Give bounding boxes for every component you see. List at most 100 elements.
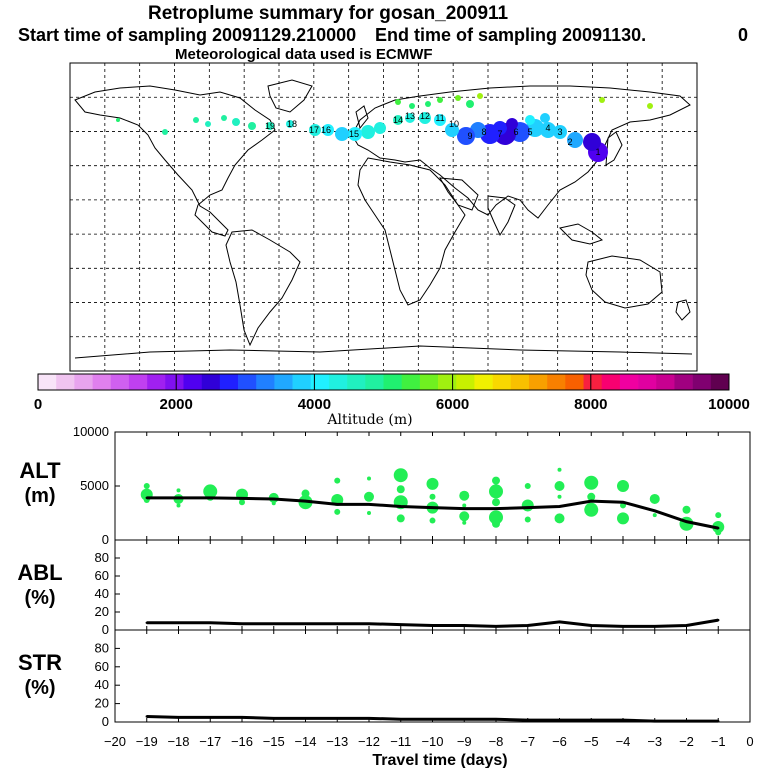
x-tick-label: −6 — [552, 734, 567, 749]
series-point-abl — [717, 618, 720, 622]
series-point-abl — [653, 625, 656, 628]
x-tick-label: −1 — [711, 734, 726, 749]
series-point-abl — [367, 622, 371, 625]
plume-marker — [162, 129, 168, 135]
colorbar-swatch — [401, 374, 421, 390]
plume-day-label: 7 — [497, 129, 502, 139]
series-point-abl — [685, 624, 688, 627]
plume-marker — [493, 121, 507, 135]
alt-scatter-point — [364, 491, 374, 502]
series-point-str — [526, 718, 529, 722]
new-zealand-outline — [675, 299, 691, 321]
x-tick-label: −3 — [647, 734, 662, 749]
colorbar-swatch — [74, 374, 93, 390]
plume-day-label: 3 — [557, 127, 562, 137]
antarctica-outline — [74, 345, 693, 359]
series-point-abl — [209, 621, 212, 624]
x-tick-label: −17 — [199, 734, 221, 749]
x-tick-label: −9 — [457, 734, 472, 749]
colorbar: 0 2000 4000 6000 8000 10000 — [34, 373, 750, 413]
colorbar-swatch — [638, 374, 657, 390]
x-tick-label: −18 — [167, 734, 189, 749]
x-tick-label: −8 — [489, 734, 504, 749]
series-point-str — [431, 718, 434, 721]
colorbar-swatch — [474, 374, 493, 390]
series-point-abl — [590, 624, 593, 627]
colorbar-tick-label: 0 — [34, 396, 42, 413]
alt-scatter-point — [459, 511, 470, 522]
plume-day-label: 18 — [287, 119, 297, 129]
plume-day-label: 14 — [393, 115, 403, 125]
y-tick-label: 60 — [95, 568, 109, 583]
series-point-alt — [526, 506, 529, 509]
series-point-alt — [209, 496, 212, 500]
x-tick-label: −4 — [616, 734, 631, 749]
series-point-str — [272, 717, 275, 720]
series-point-alt — [717, 526, 720, 530]
plume-day-label: 15 — [349, 129, 359, 139]
plume-day-label: 16 — [321, 125, 331, 135]
x-tick-label: −5 — [584, 734, 599, 749]
alt-scatter-point — [367, 476, 371, 481]
colorbar-swatch — [310, 374, 330, 390]
plume-marker — [553, 125, 567, 139]
colorbar-swatch — [92, 374, 112, 390]
colorbar-swatch — [547, 374, 566, 390]
colorbar-swatch — [656, 374, 675, 390]
alt-scatter-point — [396, 514, 405, 523]
y-tick-label: 40 — [95, 586, 109, 601]
x-tick-label: −19 — [136, 734, 158, 749]
alt-scatter-point — [271, 501, 276, 506]
series-point-alt — [621, 501, 625, 504]
colorbar-swatch — [456, 374, 475, 390]
colorbar-tick-label: 6000 — [436, 396, 469, 413]
series-point-alt — [653, 509, 656, 513]
series-point-alt — [177, 496, 180, 500]
panel-unit-alt: (m) — [24, 485, 55, 507]
y-tick-label: 80 — [95, 550, 109, 565]
plume-day-label: 12 — [420, 111, 430, 121]
alt-scatter-point — [617, 512, 629, 525]
x-tick-label: −10 — [421, 734, 443, 749]
plume-day-label: 17 — [309, 125, 319, 135]
alt-scatter-point — [429, 493, 436, 500]
alt-scatter-point — [617, 480, 629, 492]
colorbar-swatch — [201, 374, 221, 390]
colorbar-swatch — [347, 374, 366, 390]
series-point-abl — [240, 622, 244, 625]
plume-marker — [419, 112, 431, 124]
plume-day-label: 5 — [527, 127, 532, 137]
end-time-label: End time of sampling 20091130. — [375, 25, 647, 45]
colorbar-tick-label: 10000 — [708, 396, 750, 413]
alt-scatter-point — [393, 468, 408, 483]
series-point-alt — [272, 497, 275, 501]
y-tick-label: 0 — [102, 622, 109, 637]
colorbar-swatch — [710, 374, 730, 390]
series-point-alt — [336, 503, 339, 506]
y-tick-label: 0 — [102, 714, 109, 729]
series-point-alt — [685, 520, 688, 523]
alt-scatter-point — [396, 485, 405, 494]
x-tick-label: −20 — [104, 734, 126, 749]
plume-marker — [361, 125, 375, 139]
arabia-outline — [439, 177, 479, 211]
series-point-alt — [590, 499, 593, 503]
panel-label-alt: ALT — [19, 458, 61, 483]
alt-scatter-point — [462, 520, 467, 525]
series-point-str — [209, 716, 212, 719]
colorbar-swatch — [492, 374, 512, 390]
alt-scatter-point — [492, 476, 500, 485]
y-tick-label: 20 — [95, 696, 109, 711]
plume-marker — [434, 114, 446, 126]
alt-scatter-point — [492, 519, 500, 528]
colorbar-tick-label: 2000 — [160, 396, 193, 413]
colorbar-swatch — [565, 374, 584, 390]
plume-marker — [583, 133, 601, 151]
alt-scatter-point — [176, 503, 181, 508]
map-frame — [69, 62, 698, 372]
plume-marker — [437, 97, 443, 103]
x-tick-label: −16 — [231, 734, 253, 749]
alt-scatter-point — [557, 494, 562, 499]
colorbar-swatch — [328, 374, 348, 390]
